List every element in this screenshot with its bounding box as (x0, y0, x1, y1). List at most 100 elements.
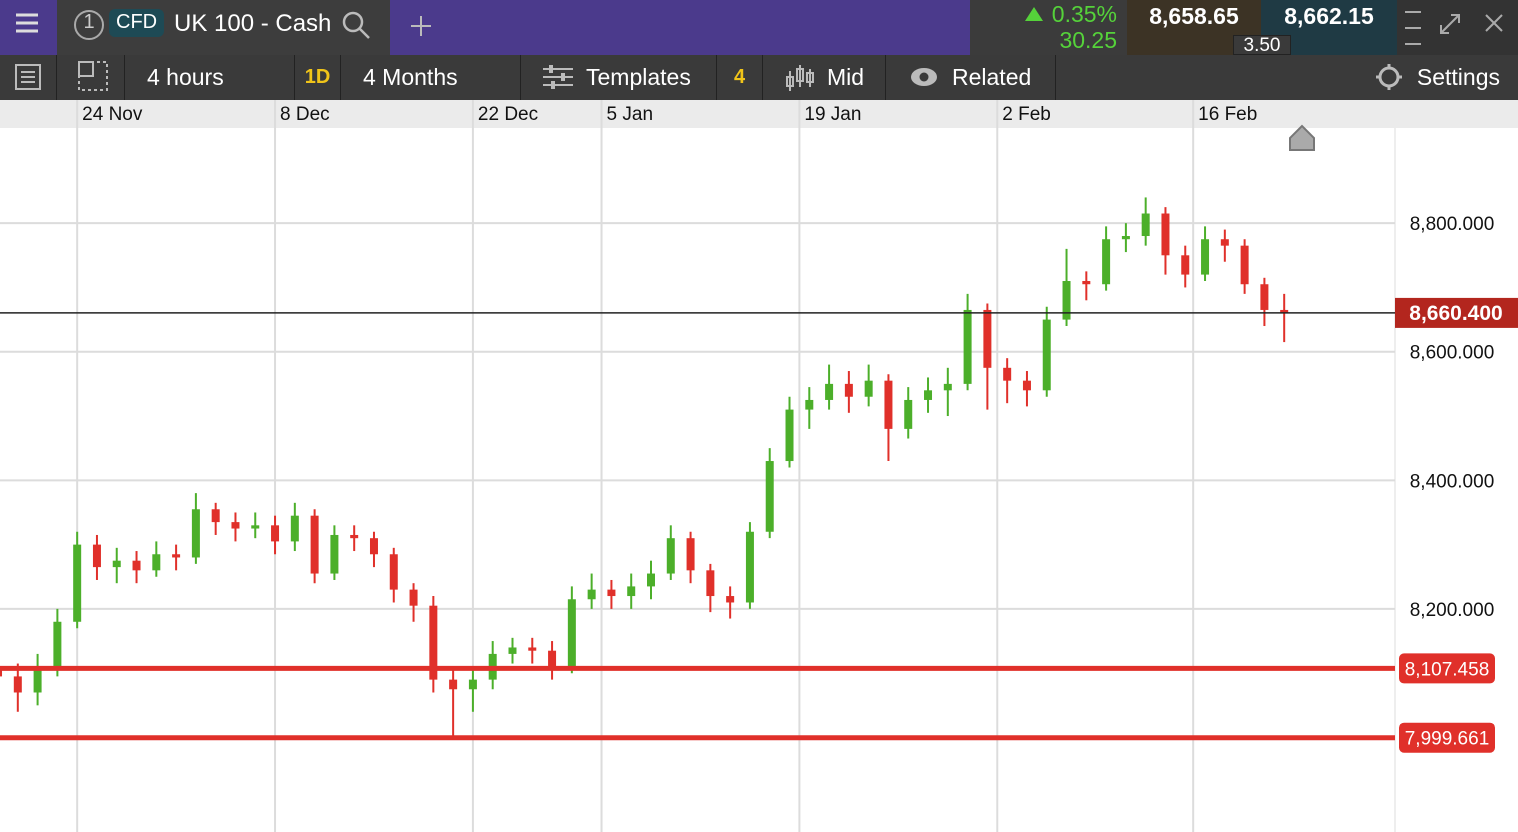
candle-body (350, 534, 359, 539)
change-value: 30.25 (1059, 27, 1117, 53)
x-tick-label: 5 Jan (607, 104, 653, 125)
level-label-box (1399, 722, 1495, 753)
candle-body (627, 586, 636, 597)
candle-body (191, 509, 200, 558)
candle-body (706, 570, 715, 597)
instrument-name: UK 100 - Cash (174, 10, 332, 37)
candle-body (112, 560, 121, 568)
candle-body (1181, 255, 1190, 275)
candle-body (449, 679, 458, 690)
x-tick-label: 24 Nov (82, 104, 143, 125)
candle-body (53, 621, 62, 667)
candle-body (1141, 213, 1150, 237)
sell-price: 8,658.65 (1149, 3, 1239, 29)
candle-body (844, 383, 853, 397)
price-axis-band (1395, 128, 1518, 832)
templates-count: 4 (717, 55, 763, 100)
level-label: 8,660.400 (1409, 302, 1502, 325)
candle-body (389, 554, 398, 590)
spread: 3.50 (1233, 35, 1291, 55)
candle-body (271, 525, 280, 542)
change-percent: 0.35% (1051, 1, 1117, 27)
search-icon[interactable] (340, 9, 374, 43)
candle-body (310, 515, 319, 574)
candle-body (1260, 284, 1269, 310)
x-tick-label: 19 Jan (804, 104, 861, 125)
candle-body (1082, 281, 1091, 285)
x-tick-label: 16 Feb (1198, 104, 1257, 125)
candle-body (231, 522, 240, 529)
candle-body (1161, 213, 1170, 256)
candle-body (508, 647, 517, 654)
candle-body (1280, 309, 1289, 314)
tab-strip (390, 0, 970, 55)
candle-body (548, 650, 557, 670)
candle-body (587, 589, 596, 600)
y-tick-label: 8,200.000 (1410, 600, 1495, 621)
eye-icon (911, 68, 937, 86)
home-marker[interactable] (1289, 124, 1315, 151)
templates-button[interactable]: Templates (521, 55, 717, 100)
layout-button[interactable] (0, 55, 57, 100)
candle-body (429, 605, 438, 680)
candle-body (172, 554, 181, 558)
settings-label: Settings (1416, 64, 1500, 90)
related-label: Related (952, 64, 1032, 90)
candle-body (745, 531, 754, 603)
list-icon (15, 64, 41, 90)
price-type-button[interactable]: Mid (763, 55, 886, 100)
related-button[interactable]: Related (886, 55, 1056, 100)
chart: 24 Nov 8 Dec 22 Dec 5 Jan 19 Jan 2 Feb 16 Feb 8… (0, 100, 1518, 832)
candle-body (983, 309, 992, 368)
tab-number: 1 (83, 11, 95, 33)
candle-body (409, 589, 418, 606)
candle-body (528, 647, 537, 651)
grid (0, 100, 1395, 832)
gear-icon (1375, 64, 1402, 90)
add-tab-icon[interactable] (408, 13, 434, 39)
candle-body (290, 515, 299, 542)
candle-body (963, 309, 972, 384)
buy-price: 8,662.15 (1284, 3, 1374, 29)
x-tick-label: 8 Dec (280, 104, 330, 125)
instrument-tab[interactable]: 1 CFD UK 100 - Cash (57, 0, 390, 55)
candle-body (1042, 319, 1051, 391)
candle-body (33, 666, 42, 693)
range-select[interactable]: 4 Months (341, 55, 521, 100)
candle-body (567, 599, 576, 670)
y-tick-label: 8,800.000 (1410, 214, 1495, 235)
candles (0, 197, 1289, 738)
change-box: 0.35% 30.25 (970, 0, 1127, 55)
level-label-box (1395, 297, 1518, 328)
menu-button[interactable] (0, 0, 57, 55)
candle-body (1102, 239, 1111, 285)
level-label: 7,999.661 (1405, 729, 1490, 750)
candle-body (251, 525, 260, 529)
date-axis-band (0, 100, 1518, 128)
candle-body (369, 538, 378, 555)
level-label: 8,107.458 (1405, 659, 1490, 680)
templates-label: Templates (586, 64, 691, 90)
candle-body (825, 383, 834, 400)
interval-select[interactable]: 4 hours (125, 55, 295, 100)
y-tick-label: 8,400.000 (1410, 471, 1495, 492)
drawing-button[interactable] (57, 55, 125, 100)
candle-body (765, 461, 774, 532)
candle-body (1220, 239, 1229, 246)
candle-body (1003, 367, 1012, 381)
candle-body (13, 676, 22, 693)
settings-button[interactable]: Settings (1056, 55, 1518, 100)
candle-body (0, 666, 3, 677)
templates-icon (543, 65, 573, 89)
candle-body (1201, 239, 1210, 275)
candle-body (152, 554, 161, 571)
candle-body (468, 679, 477, 690)
candle-body (1240, 245, 1249, 285)
interval-short[interactable]: 1D (295, 55, 341, 100)
candle-body (132, 560, 141, 571)
candle-body (924, 390, 933, 400)
drawing-icon (78, 61, 108, 91)
candle-body (726, 596, 735, 603)
cfd-badge: CFD (109, 9, 165, 37)
